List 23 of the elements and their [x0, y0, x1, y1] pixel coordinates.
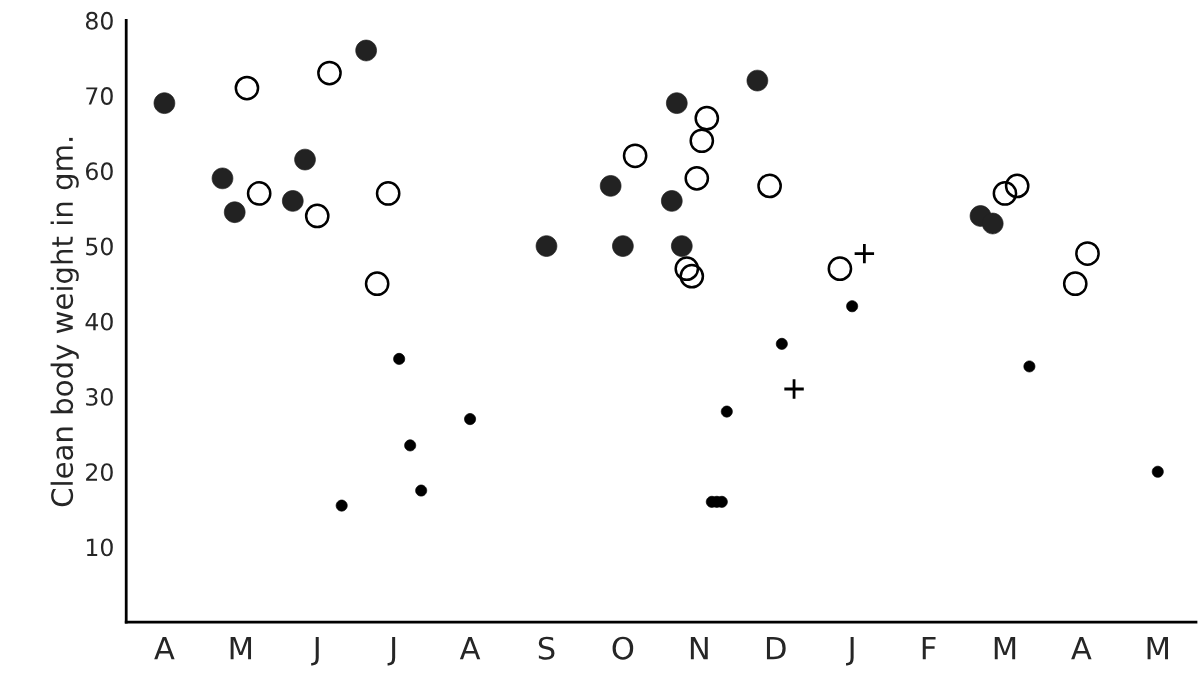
y-tick-label: 20 [86, 463, 113, 482]
x-tick-label: A [1071, 637, 1092, 660]
x-tick-label: A [459, 637, 481, 660]
x-tick-label: J [387, 637, 396, 666]
x-tick-label: O [612, 636, 634, 660]
x-tick-label: M [994, 637, 1016, 660]
y-tick-label: 30 [86, 387, 113, 406]
y-tick-label: 70 [86, 87, 113, 105]
y-tick-label: 80 [85, 11, 113, 30]
x-tick-label: N [690, 637, 708, 660]
y-tick-label: 10 [86, 538, 113, 557]
x-tick-label: A [154, 637, 175, 660]
x-tick-label: J [311, 637, 319, 666]
x-tick-label: D [766, 637, 786, 660]
x-tick-label: J [846, 637, 854, 666]
x-tick-label: M [1147, 637, 1168, 660]
y-tick-label: 40 [85, 312, 113, 331]
y-tick-label: 60 [86, 162, 113, 181]
y-tick-label: 50 [86, 237, 113, 256]
x-tick-label: F [922, 637, 936, 660]
y-axis-title: Clean body weight in gm. [50, 137, 79, 507]
x-tick-label: S [538, 636, 555, 660]
x-tick-label: M [230, 637, 252, 660]
